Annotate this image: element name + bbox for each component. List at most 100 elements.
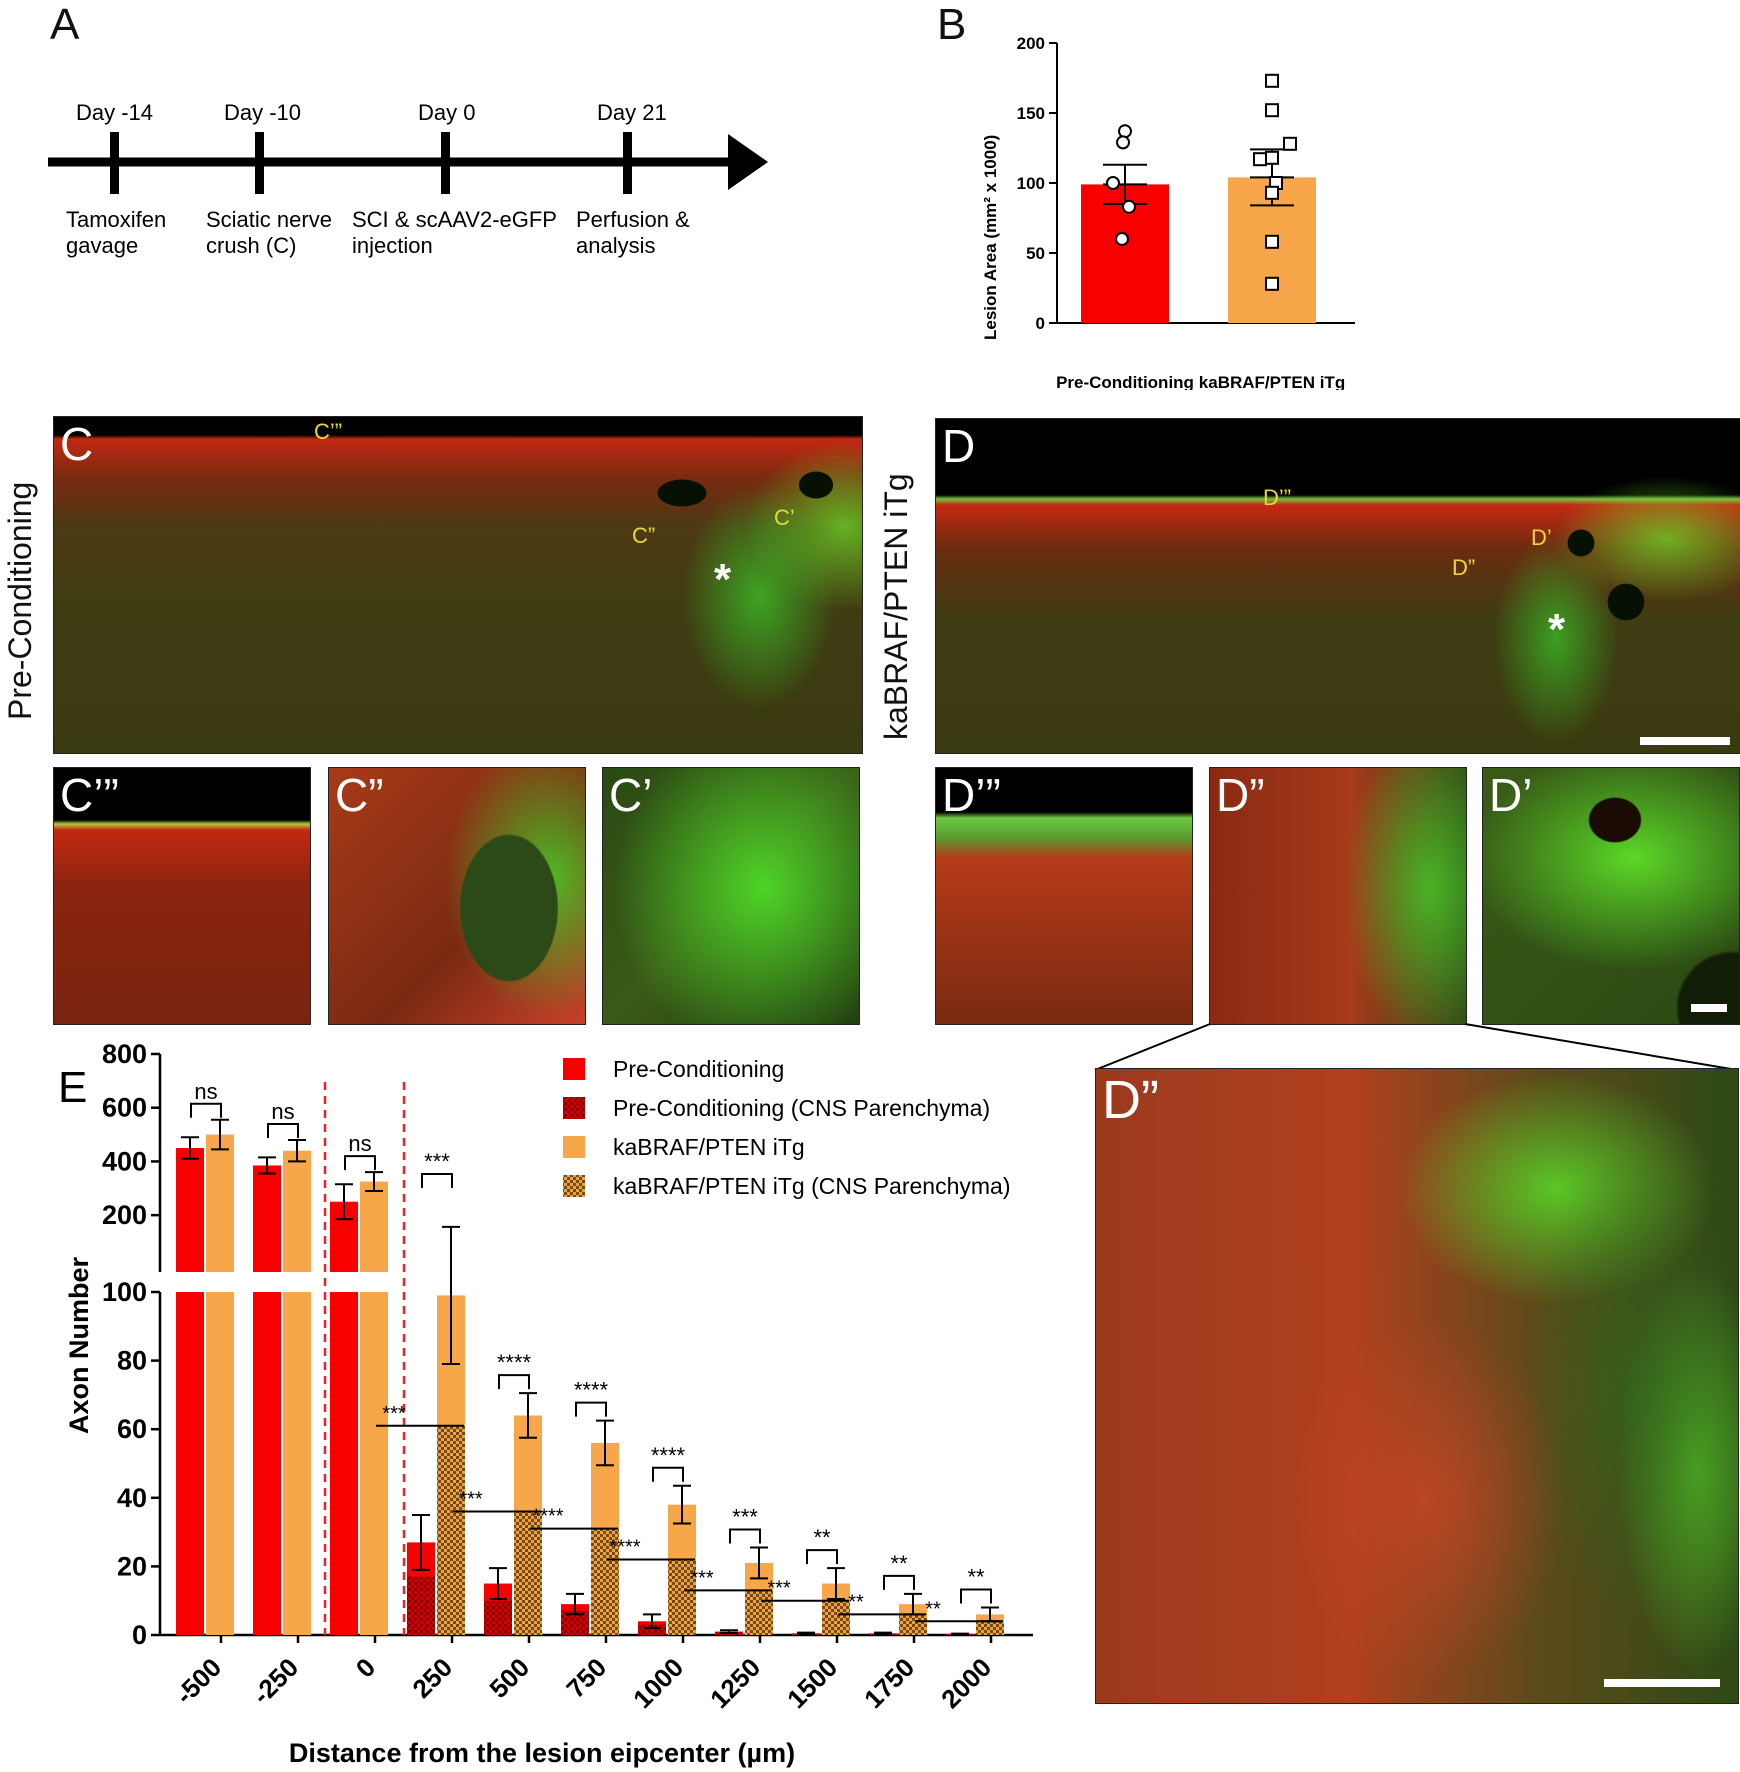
- axon-number-bar-parenchyma: [437, 1425, 465, 1635]
- micrograph-d: D D’” D” D’ *: [935, 418, 1740, 754]
- axon-number-bar: [253, 1292, 281, 1635]
- axon-number-sig-bracket: [883, 1574, 915, 1590]
- lesion-area-y-tick-label: 200: [1017, 34, 1045, 53]
- axon-number-bar-upper: [176, 1148, 204, 1272]
- axon-number-parenchyma-sig-label: ****: [609, 1537, 640, 1559]
- timeline-tick-3: [441, 132, 450, 194]
- axon-number-bar: [360, 1292, 388, 1635]
- axon-number-bar-parenchyma: [638, 1624, 666, 1635]
- lesion-area-y-tick-label: 150: [1017, 104, 1045, 123]
- panel-label-b: B: [937, 0, 967, 49]
- c-lesion-marker: *: [714, 555, 732, 604]
- axon-number-bars: [176, 1118, 1004, 1636]
- row-label-kabraf-pten: kaBRAF/PTEN iTg: [878, 473, 914, 740]
- axon-number-sig-label: ****: [497, 1350, 532, 1375]
- micrograph-d-zoom: D”: [1095, 1068, 1739, 1704]
- micrograph-d-inset-1: D’”: [935, 767, 1193, 1025]
- axon-number-x-tick-label: 1750: [858, 1652, 920, 1714]
- axon-number-x-tick-label: 1250: [704, 1652, 766, 1714]
- c-region-label-3: C’: [774, 505, 795, 530]
- axon-number-sig-bracket: [729, 1528, 761, 1544]
- axon-number-sig-bracket: [190, 1102, 222, 1118]
- micrograph-c-inset-1: C’”: [53, 767, 311, 1025]
- axon-number-x-tick-label: 1500: [781, 1652, 843, 1714]
- axon-number-sig-bracket: [421, 1173, 453, 1188]
- axon-number-legend-swatch: [563, 1175, 585, 1197]
- panel-label-c: C: [60, 418, 94, 470]
- lesion-area-point-kabraf-pten: [1265, 103, 1279, 118]
- lesion-area-point-kabraf-pten: [1265, 276, 1279, 291]
- axon-number-y-tick-label: 200: [102, 1200, 147, 1230]
- axon-number-sig-label: ns: [271, 1099, 294, 1124]
- axon-number-bar-upper: [283, 1150, 311, 1272]
- axon-number-bar-parenchyma: [591, 1528, 619, 1635]
- d-inset-2-label: D”: [1216, 769, 1265, 821]
- lesion-area-chart: Lesion Area (mm² x 1000) 0 50 100 150 200 Pr…: [981, 34, 1355, 390]
- axon-number-y-tick-label: 800: [102, 1042, 147, 1069]
- axon-number-y-label: Axon Number: [64, 1256, 94, 1434]
- row-label-pre-conditioning: Pre-Conditioning: [2, 481, 38, 720]
- axon-number-bar-parenchyma: [668, 1559, 696, 1635]
- axon-number-legend-label: Pre-Conditioning (CNS Parenchyma): [613, 1095, 990, 1121]
- axon-number-sig-bracket: [498, 1374, 530, 1390]
- lesion-area-bars: [1081, 148, 1316, 323]
- micrograph-c-inset-3: C’: [602, 767, 860, 1025]
- axon-number-chart: E Axon Number 0 20 40 60 80 100 200 400 600 800 -5…: [58, 1042, 1033, 1768]
- axon-number-y-tick-label: 20: [117, 1551, 147, 1581]
- timeline-event-4-line-1: Perfusion &: [576, 207, 690, 232]
- axon-number-parenchyma-sig-label: **: [848, 1591, 864, 1613]
- axon-number-significance: nsnsns**********************************…: [190, 1079, 1003, 1623]
- lesion-area-point-pre-conditioning: [1115, 232, 1129, 246]
- panel-label-d: D: [942, 420, 976, 472]
- axon-number-bar-parenchyma: [976, 1621, 1004, 1635]
- axon-number-parenchyma-sig-label: ***: [459, 1489, 483, 1511]
- axon-number-y-tick-label: 0: [132, 1620, 147, 1650]
- timeline-tick-1: [110, 132, 119, 194]
- timeline: Day -14 Day -10 Day 0 Day 21 Tamoxifen g…: [48, 100, 768, 258]
- axon-number-legend-swatch: [563, 1136, 585, 1158]
- d-inset-1-label: D’”: [942, 769, 1001, 821]
- axon-number-bar-parenchyma: [514, 1511, 542, 1635]
- d-inset-scale-bar: [1691, 1004, 1727, 1012]
- lesion-area-point-kabraf-pten: [1265, 185, 1279, 200]
- axon-number-x-tick-label: 1000: [627, 1652, 689, 1714]
- axon-number-x-label: Distance from the lesion eipcenter (µm): [289, 1738, 795, 1768]
- timeline-arrow-head: [728, 134, 768, 190]
- timeline-day-1: Day -14: [76, 100, 153, 125]
- lesion-area-point-pre-conditioning: [1116, 135, 1130, 150]
- axon-number-legend-swatch: [563, 1097, 585, 1119]
- axon-number-bar-parenchyma: [745, 1590, 773, 1635]
- axon-number-y-tick-label: 100: [102, 1277, 147, 1307]
- micrograph-c-inset-2: C”: [328, 767, 586, 1025]
- c-inset-2-label: C”: [335, 769, 384, 821]
- axon-number-x-tick-label: 2000: [935, 1652, 997, 1714]
- axon-number-bar-parenchyma: [407, 1576, 435, 1635]
- axon-number-parenchyma-sig-label: ***: [382, 1403, 406, 1425]
- axon-number-sig-label: ***: [424, 1149, 450, 1174]
- axon-number-bar: [176, 1292, 204, 1635]
- timeline-day-4: Day 21: [597, 100, 667, 125]
- axon-number-legend-swatch: [563, 1058, 585, 1080]
- lesion-area-point-kabraf-pten: [1253, 152, 1267, 167]
- d-inset-3-label: D’: [1489, 769, 1533, 821]
- timeline-tick-2: [255, 132, 264, 194]
- timeline-event-3-line-2: injection: [352, 233, 433, 258]
- lesion-area-point-kabraf-pten: [1265, 234, 1279, 249]
- c-inset-3-label: C’: [609, 769, 653, 821]
- axon-number-bar: [206, 1292, 234, 1635]
- axon-number-x-tick-label: -500: [169, 1652, 227, 1710]
- lesion-area-point-pre-conditioning: [1118, 124, 1132, 139]
- axon-number-x-tick-label: 750: [560, 1652, 612, 1704]
- lesion-area-y-tick-label: 50: [1026, 244, 1045, 263]
- timeline-event-3-line-1: SCI & scAAV2-eGFP: [352, 207, 557, 232]
- lesion-area-y-label: Lesion Area (mm² x 1000): [981, 135, 1000, 340]
- d-region-label-2: D”: [1452, 555, 1476, 580]
- lesion-area-y-tick-label: 0: [1036, 314, 1045, 333]
- axon-number-y-tick-label: 600: [102, 1093, 147, 1123]
- axon-number-y-tick-label: 80: [117, 1346, 147, 1376]
- axon-number-sig-label: ****: [574, 1378, 609, 1403]
- axon-number-bar-upper: [253, 1165, 281, 1272]
- axon-number-y-tick-label: 400: [102, 1146, 147, 1176]
- axon-number-parenchyma-sig-label: **: [925, 1598, 941, 1620]
- lesion-area-x-tick-2: kaBRAF/PTEN iTg: [1199, 373, 1345, 390]
